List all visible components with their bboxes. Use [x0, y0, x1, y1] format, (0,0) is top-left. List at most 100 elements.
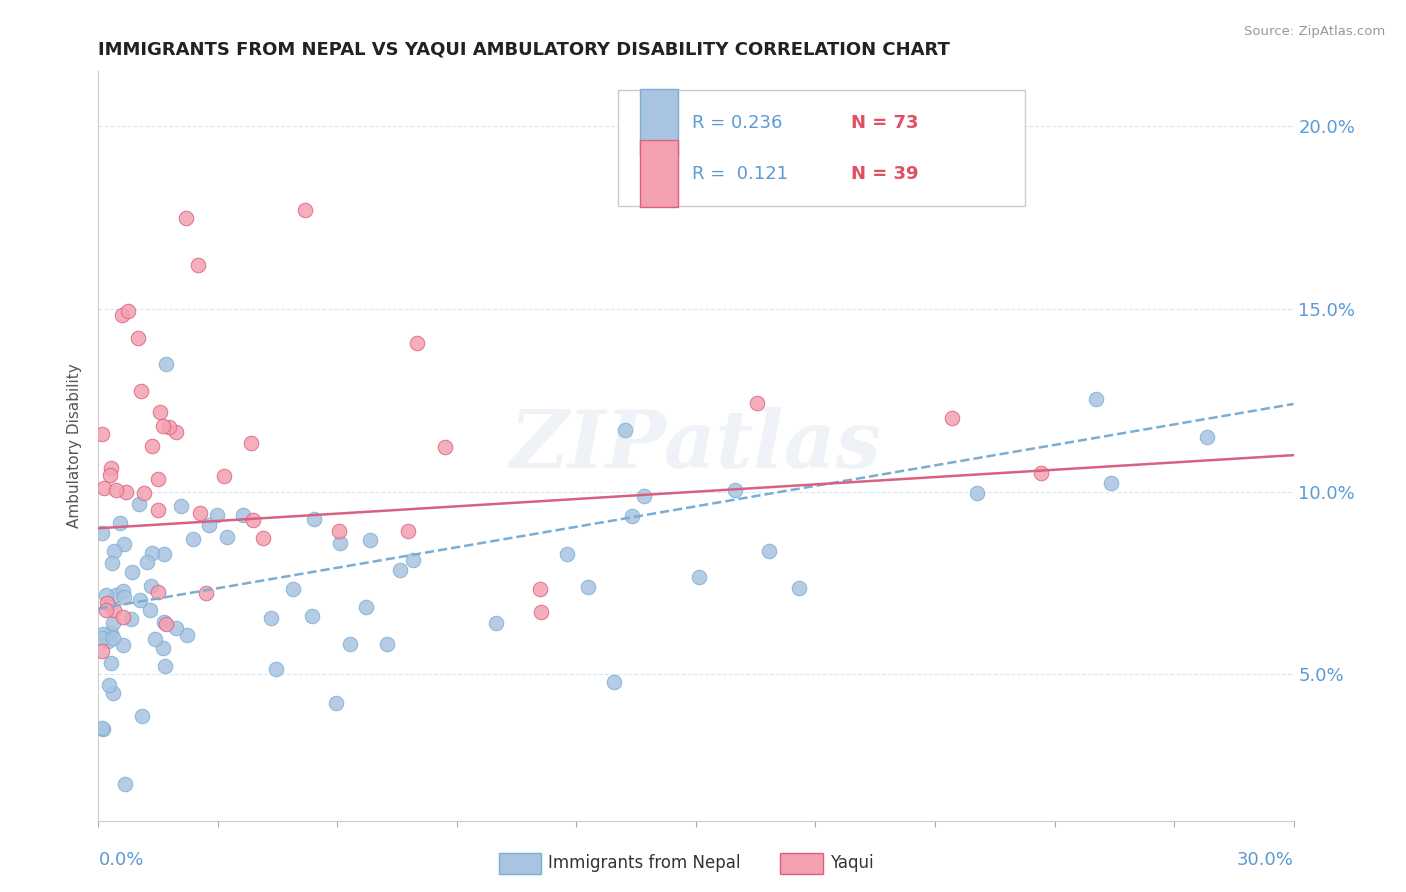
Text: IMMIGRANTS FROM NEPAL VS YAQUI AMBULATORY DISABILITY CORRELATION CHART: IMMIGRANTS FROM NEPAL VS YAQUI AMBULATOR…: [98, 41, 950, 59]
Point: [139, 579, 162, 593]
Point: [264, 662, 287, 676]
Point: [91, 525, 114, 540]
Point: [149, 404, 172, 418]
Point: [603, 675, 626, 690]
Point: [165, 621, 187, 635]
Point: [112, 583, 135, 598]
Point: [112, 638, 135, 652]
Point: [155, 616, 177, 631]
Point: [91, 644, 114, 658]
Point: [174, 211, 197, 225]
Point: [91, 722, 114, 736]
Point: [232, 508, 254, 523]
Text: R = 0.236: R = 0.236: [692, 113, 783, 132]
Point: [181, 532, 204, 546]
Point: [576, 580, 599, 594]
Point: [966, 486, 988, 500]
Point: [141, 439, 163, 453]
Point: [621, 508, 644, 523]
Point: [141, 546, 163, 560]
Point: [197, 518, 219, 533]
Point: [101, 686, 124, 700]
Point: [114, 777, 136, 791]
Point: [485, 615, 508, 630]
Point: [325, 696, 347, 710]
Point: [101, 632, 124, 646]
Point: [377, 637, 399, 651]
Point: [97, 633, 120, 648]
Bar: [640, 89, 678, 156]
Point: [98, 467, 121, 482]
Point: [301, 608, 323, 623]
Point: [1099, 476, 1122, 491]
Text: N = 73: N = 73: [852, 113, 920, 132]
Point: [101, 615, 124, 630]
Point: [91, 627, 114, 641]
Point: [127, 331, 149, 345]
Point: [433, 441, 456, 455]
Point: [530, 605, 553, 619]
Point: [114, 484, 136, 499]
Point: [529, 582, 551, 596]
Point: [96, 596, 118, 610]
Point: [195, 586, 218, 600]
Y-axis label: Ambulatory Disability: Ambulatory Disability: [67, 364, 83, 528]
Point: [212, 469, 235, 483]
Point: [101, 556, 124, 570]
Point: [941, 411, 963, 425]
Point: [388, 562, 411, 576]
Point: [103, 544, 125, 558]
Point: [148, 503, 170, 517]
Point: [747, 396, 769, 410]
Point: [94, 603, 117, 617]
Point: [1084, 392, 1107, 406]
Point: [134, 485, 156, 500]
Point: [153, 615, 176, 629]
Point: [112, 610, 135, 624]
Point: [139, 602, 162, 616]
Point: [281, 582, 304, 596]
Point: [152, 641, 174, 656]
Point: [153, 547, 176, 561]
Point: [155, 357, 177, 371]
Point: [128, 497, 150, 511]
Point: [252, 531, 274, 545]
Point: [100, 625, 122, 640]
Point: [91, 631, 114, 645]
Point: [723, 483, 745, 497]
Point: [240, 436, 263, 450]
Point: [758, 544, 780, 558]
Point: [170, 499, 193, 513]
Point: [215, 531, 238, 545]
Point: [148, 585, 170, 599]
Point: [129, 384, 152, 399]
Point: [114, 537, 136, 551]
Point: [165, 425, 187, 439]
Point: [401, 553, 423, 567]
Point: [152, 419, 174, 434]
Point: [614, 423, 637, 437]
Point: [633, 490, 655, 504]
Point: [100, 656, 122, 670]
Point: [103, 603, 125, 617]
Point: [100, 461, 122, 475]
Point: [188, 507, 211, 521]
Point: [294, 203, 316, 218]
Point: [105, 483, 128, 497]
Text: ZIPatlas: ZIPatlas: [510, 408, 882, 484]
Point: [104, 588, 127, 602]
Point: [187, 258, 209, 272]
Text: Immigrants from Nepal: Immigrants from Nepal: [548, 855, 741, 872]
Point: [1197, 430, 1219, 444]
Point: [242, 513, 264, 527]
Text: N = 39: N = 39: [852, 165, 920, 183]
Point: [688, 570, 710, 584]
Point: [176, 628, 198, 642]
Bar: [640, 140, 678, 208]
Point: [259, 611, 281, 625]
Point: [555, 548, 578, 562]
Point: [1029, 466, 1052, 480]
Point: [131, 709, 153, 723]
Point: [110, 308, 132, 322]
Point: [406, 335, 429, 350]
